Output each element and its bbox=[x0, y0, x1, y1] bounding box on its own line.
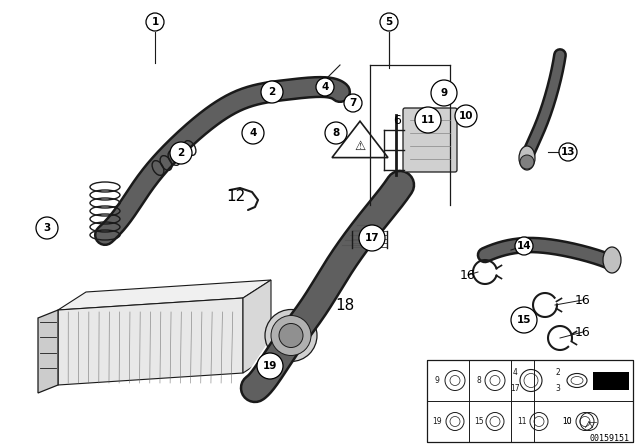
Text: 16: 16 bbox=[575, 326, 591, 339]
Text: 9: 9 bbox=[440, 88, 447, 98]
Circle shape bbox=[455, 105, 477, 127]
Circle shape bbox=[415, 107, 441, 133]
Text: 7: 7 bbox=[349, 98, 356, 108]
Polygon shape bbox=[38, 310, 58, 393]
Circle shape bbox=[359, 225, 385, 251]
Text: 2: 2 bbox=[556, 368, 561, 377]
Circle shape bbox=[431, 80, 457, 106]
Text: 4: 4 bbox=[513, 368, 517, 377]
Text: 6: 6 bbox=[393, 113, 401, 126]
Text: 9: 9 bbox=[435, 376, 440, 385]
Text: 2: 2 bbox=[268, 87, 276, 97]
Text: 10: 10 bbox=[562, 417, 572, 426]
Circle shape bbox=[279, 323, 303, 348]
Bar bbox=[427, 360, 633, 442]
Text: 2: 2 bbox=[177, 148, 184, 158]
Text: 8: 8 bbox=[332, 128, 340, 138]
Text: 5: 5 bbox=[385, 17, 392, 27]
Text: 15: 15 bbox=[516, 315, 531, 325]
Text: 1: 1 bbox=[152, 17, 159, 27]
Polygon shape bbox=[58, 280, 271, 310]
Circle shape bbox=[265, 310, 317, 362]
Text: 19: 19 bbox=[432, 417, 442, 426]
Text: 19: 19 bbox=[263, 361, 277, 371]
Text: 15: 15 bbox=[474, 417, 484, 426]
Text: 4: 4 bbox=[250, 128, 257, 138]
Ellipse shape bbox=[262, 87, 278, 97]
Text: 14: 14 bbox=[516, 241, 531, 251]
Circle shape bbox=[261, 81, 283, 103]
Text: 11: 11 bbox=[420, 115, 435, 125]
Circle shape bbox=[325, 122, 347, 144]
Text: 17: 17 bbox=[365, 233, 380, 243]
Text: 18: 18 bbox=[335, 297, 355, 313]
Polygon shape bbox=[243, 280, 271, 373]
Text: 8: 8 bbox=[477, 376, 481, 385]
Text: 11: 11 bbox=[517, 417, 527, 426]
Circle shape bbox=[271, 315, 311, 356]
Text: 00159151: 00159151 bbox=[590, 434, 630, 443]
Text: 16: 16 bbox=[575, 293, 591, 306]
Polygon shape bbox=[58, 298, 243, 385]
Circle shape bbox=[316, 78, 334, 96]
Circle shape bbox=[520, 155, 534, 169]
Circle shape bbox=[511, 307, 537, 333]
Text: 13: 13 bbox=[561, 147, 575, 157]
Circle shape bbox=[146, 13, 164, 31]
Text: 16: 16 bbox=[460, 268, 476, 281]
Text: 4: 4 bbox=[321, 82, 329, 92]
Circle shape bbox=[380, 13, 398, 31]
Ellipse shape bbox=[603, 247, 621, 273]
Circle shape bbox=[170, 142, 192, 164]
FancyBboxPatch shape bbox=[403, 108, 457, 172]
Text: 12: 12 bbox=[227, 189, 246, 203]
Ellipse shape bbox=[265, 89, 275, 95]
Circle shape bbox=[242, 122, 264, 144]
Circle shape bbox=[257, 353, 283, 379]
Text: 3: 3 bbox=[44, 223, 51, 233]
Circle shape bbox=[344, 94, 362, 112]
Bar bbox=[593, 371, 629, 389]
Text: 3: 3 bbox=[556, 384, 561, 393]
Text: ⚠: ⚠ bbox=[355, 139, 365, 152]
Ellipse shape bbox=[172, 147, 189, 160]
Text: 17: 17 bbox=[510, 384, 520, 393]
Circle shape bbox=[559, 143, 577, 161]
Text: 10: 10 bbox=[459, 111, 473, 121]
Circle shape bbox=[36, 217, 58, 239]
Text: 10: 10 bbox=[562, 417, 572, 426]
Ellipse shape bbox=[519, 146, 535, 170]
Circle shape bbox=[515, 237, 533, 255]
